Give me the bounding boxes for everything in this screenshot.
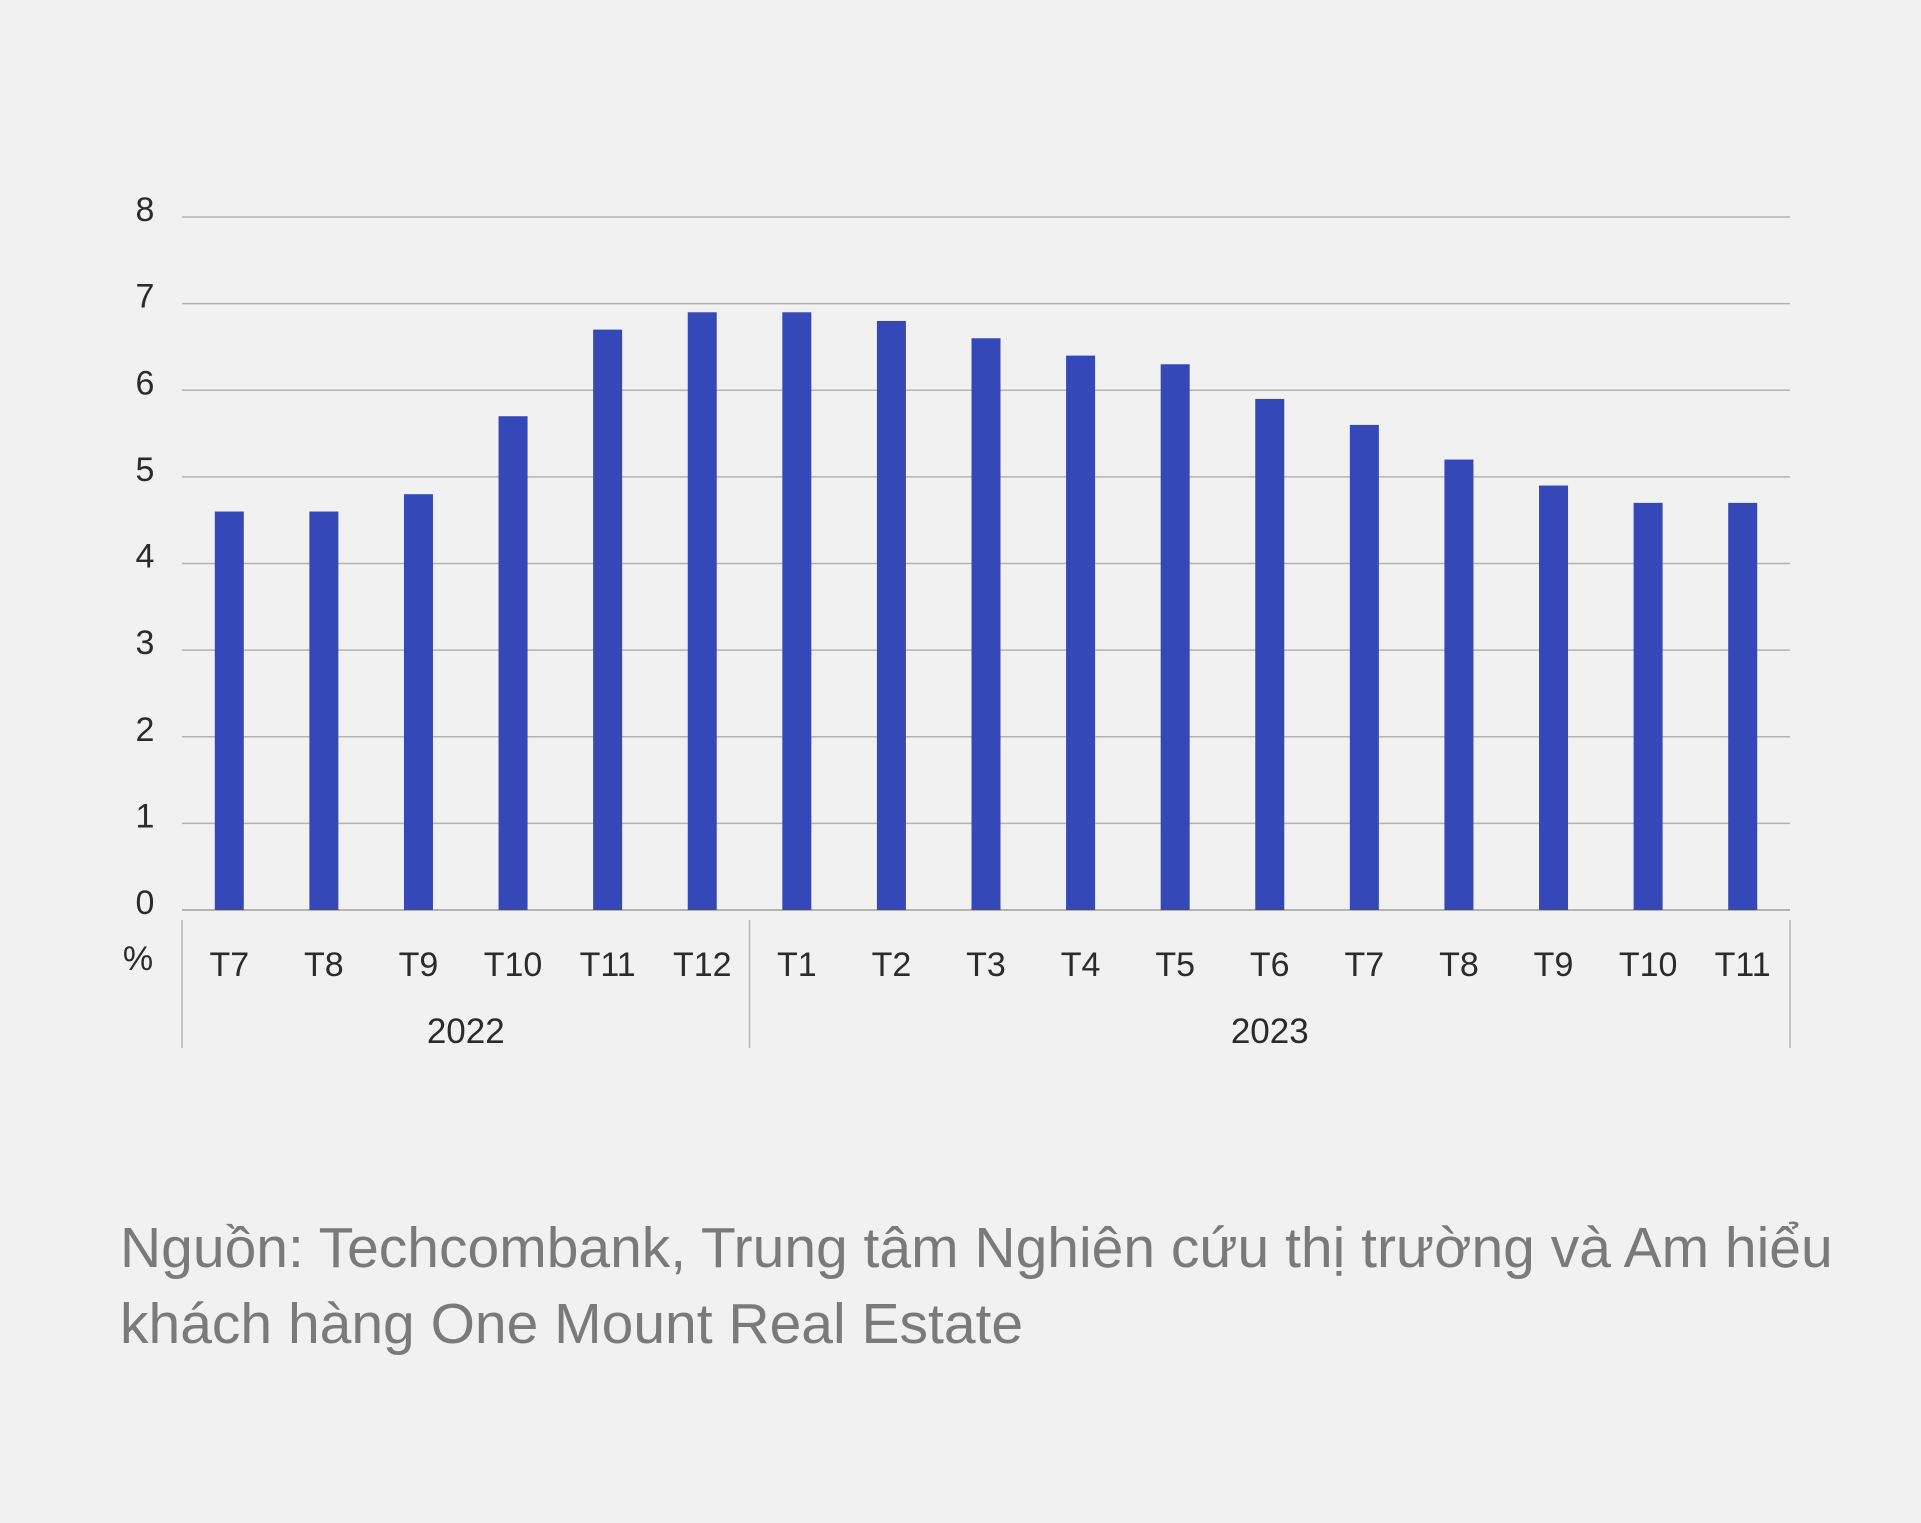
x-category-label: T8	[304, 946, 344, 984]
bar-2	[309, 511, 339, 910]
x-category-label: T8	[1439, 946, 1479, 984]
bar-7	[782, 312, 812, 911]
bar-6	[687, 312, 717, 911]
y-axis-unit-label: %	[123, 940, 153, 978]
bar-3	[403, 494, 433, 910]
x-category-label: T2	[872, 946, 912, 984]
bar-4	[498, 416, 528, 910]
y-tick-label: 3	[136, 624, 155, 662]
bar-15	[1539, 485, 1569, 910]
y-tick-label: 2	[136, 711, 155, 749]
x-category-label: T9	[399, 946, 439, 984]
source-note: Nguồn: Techcombank, Trung tâm Nghiên cứu…	[120, 1216, 1833, 1356]
bar-16	[1633, 502, 1663, 910]
bar-11	[1160, 364, 1190, 910]
group-label-2022: 2022	[427, 1012, 505, 1051]
y-tick-label: 6	[136, 364, 155, 402]
y-tick-label: 4	[136, 538, 155, 576]
x-category-label: T4	[1061, 946, 1101, 984]
x-category-label: T9	[1534, 946, 1574, 984]
y-tick-label: 5	[136, 451, 155, 489]
bar-1	[214, 511, 244, 910]
x-category-label: T10	[484, 946, 543, 984]
y-axis-ticks: 0 1 2 3 4 5 6 7 8	[136, 191, 155, 922]
x-category-label: T5	[1155, 946, 1195, 984]
x-category-label: T7	[1345, 946, 1385, 984]
y-tick-label: 1	[136, 797, 155, 835]
bar-8	[876, 320, 906, 910]
bar-10	[1066, 355, 1096, 911]
x-category-label: T7	[209, 946, 249, 984]
bar-14	[1444, 459, 1474, 910]
group-label-2023: 2023	[1231, 1012, 1309, 1051]
bar-13	[1349, 424, 1379, 910]
y-tick-label: 0	[136, 884, 155, 922]
x-axis-categories: T7 T8 T9 T10 T11 T12 T1 T2 T3 T4 T5 T6 T7 T8 T9 T10 T11	[209, 946, 1770, 984]
bar-9	[971, 338, 1001, 910]
x-category-label: T1	[777, 946, 817, 984]
x-category-label: T11	[580, 946, 636, 984]
x-axis-groups: 2022 2023	[181, 920, 1791, 1051]
x-category-label: T12	[673, 946, 732, 984]
x-category-label: T11	[1715, 946, 1771, 984]
y-tick-label: 8	[136, 191, 155, 229]
x-category-label: T3	[966, 946, 1006, 984]
y-tick-label: 7	[136, 278, 155, 316]
bar-5	[593, 329, 623, 910]
x-category-label: T6	[1250, 946, 1290, 984]
bars	[214, 312, 1758, 911]
bar-12	[1255, 398, 1285, 910]
x-category-label: T10	[1619, 946, 1678, 984]
bar-17	[1728, 502, 1758, 910]
